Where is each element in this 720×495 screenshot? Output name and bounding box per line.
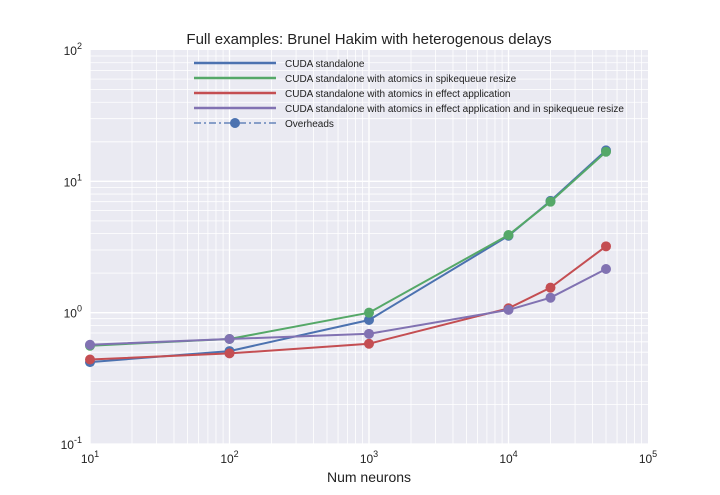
- grid: [89, 50, 648, 445]
- legend-label-4: CUDA standalone with atomics in effect a…: [285, 104, 624, 115]
- y-tick-label: 10-1: [61, 435, 82, 452]
- series-4-point: [545, 292, 556, 303]
- series-4-point: [364, 328, 374, 339]
- series-4-point: [224, 334, 235, 345]
- series-line-4: [89, 268, 607, 346]
- chart-title: Full examples: Brunel Hakim with heterog…: [186, 31, 551, 48]
- legend-marker-overheads: [230, 118, 240, 128]
- y-tick-label: 100: [64, 304, 82, 321]
- tick-labels: 101 102 103 104 105 10-1 100 101 102: [61, 41, 658, 466]
- y-tick-label: 102: [64, 41, 82, 58]
- x-axis-label: Num neurons: [327, 469, 411, 485]
- series-3-point: [85, 354, 95, 365]
- series-4-point: [85, 339, 95, 350]
- series-line-3: [89, 245, 607, 361]
- series-2-point: [364, 307, 374, 318]
- series-layer: [85, 145, 612, 368]
- legend-label-overheads: Overheads: [285, 119, 334, 130]
- series-4-point: [601, 264, 612, 275]
- series-3-point: [545, 282, 556, 293]
- series-2-point: [545, 196, 556, 207]
- series-3-point: [224, 348, 235, 359]
- x-tick-label: 104: [499, 449, 517, 466]
- legend: CUDA standalone CUDA standalone with atom…: [194, 59, 624, 130]
- x-tick-label: 105: [639, 449, 657, 466]
- series-4-point: [503, 304, 514, 315]
- legend-label-3: CUDA standalone with atomics in effect a…: [285, 89, 511, 100]
- series-2-point: [601, 146, 612, 157]
- series-1-point: [364, 314, 374, 325]
- y-tick-label: 101: [64, 172, 82, 189]
- x-tick-label: 102: [220, 449, 238, 466]
- legend-label-2: CUDA standalone with atomics in spikeque…: [285, 74, 517, 85]
- series-2-point: [503, 230, 514, 241]
- x-tick-label: 101: [81, 449, 99, 466]
- legend-label-1: CUDA standalone: [285, 59, 365, 70]
- series-3-point: [364, 338, 374, 349]
- series-3-point: [601, 241, 612, 252]
- x-tick-label: 103: [360, 449, 378, 466]
